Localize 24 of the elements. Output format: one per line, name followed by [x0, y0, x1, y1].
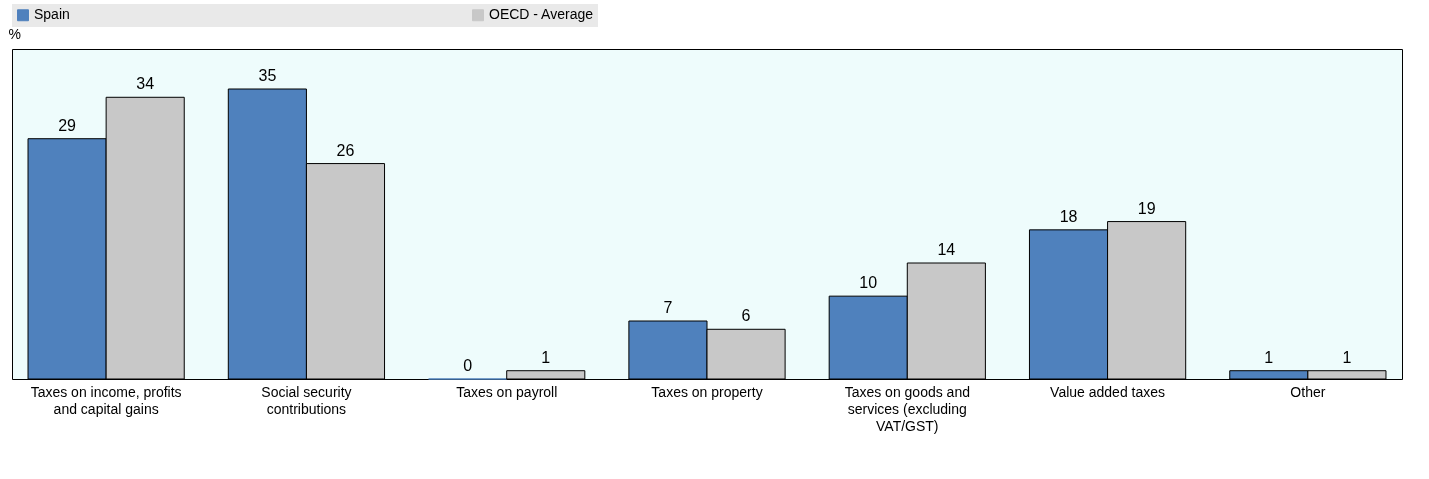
data-label: 19: [1137, 199, 1156, 217]
legend-label: OECD - Average: [489, 6, 594, 23]
x-tick-label: Value added taxes: [1050, 383, 1166, 400]
x-tick-label: Taxes on payroll: [456, 383, 558, 400]
data-label: 35: [258, 67, 277, 84]
data-label: 1: [1264, 348, 1274, 366]
data-label: 1: [1342, 348, 1352, 366]
data-label: 29: [58, 116, 77, 134]
data-label: 10: [859, 274, 878, 292]
data-label: 14: [937, 241, 956, 258]
legend-label: Spain: [34, 6, 70, 23]
data-label: 1: [541, 348, 551, 366]
data-label: 34: [136, 75, 155, 93]
x-tick-label: Taxes on goods and services (excluding VAT/GST): [844, 383, 970, 434]
y-axis-title: %: [8, 25, 21, 42]
data-label: 26: [336, 141, 355, 159]
x-tick-label: Social security contributions: [261, 383, 352, 417]
x-tick-label: Taxes on income, profits and capital gains: [30, 383, 182, 417]
data-label: 7: [663, 299, 673, 316]
data-label: 0: [463, 357, 473, 374]
data-label: 6: [741, 307, 751, 325]
x-tick-label: Other: [1290, 383, 1326, 400]
data-label: 18: [1059, 207, 1078, 225]
x-tick-label: Taxes on property: [651, 383, 763, 400]
